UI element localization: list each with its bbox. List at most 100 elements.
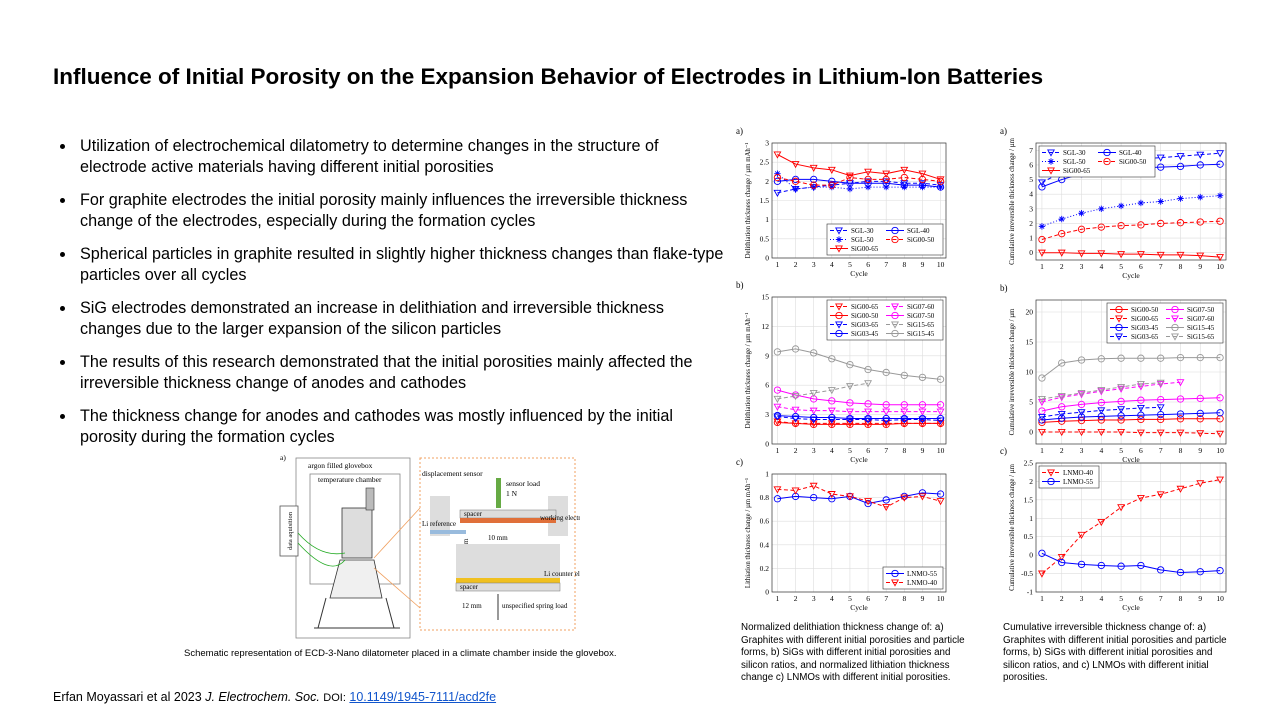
marker: [919, 183, 926, 191]
marker: [1156, 429, 1165, 437]
marker: [1097, 561, 1105, 570]
marker: [1038, 223, 1046, 230]
legend-label: SiG03-65: [851, 321, 879, 329]
marker: [828, 355, 836, 363]
marker: [882, 170, 891, 178]
schematic-caption: Schematic representation of ECD-3-Nano d…: [184, 648, 617, 659]
series-line: [1041, 418, 1221, 423]
label: 1 N: [506, 489, 518, 498]
marker: [900, 492, 908, 501]
marker: [864, 365, 872, 374]
bullet: SiG electrodes demonstrated an increase …: [76, 298, 726, 340]
marker: [900, 166, 909, 174]
working-electrode: [460, 518, 556, 523]
series-line: [777, 415, 941, 420]
marker: [1216, 160, 1224, 168]
y-axis-label: Cumulative irreversible thickness change…: [1009, 463, 1016, 591]
x-tick-label: 2: [1060, 446, 1064, 455]
legend-label: SGL-40: [907, 227, 930, 235]
marker: [845, 493, 854, 501]
panel-label: c): [1000, 446, 1007, 456]
marker: [1196, 151, 1205, 159]
marker: [918, 408, 927, 416]
series-line: [777, 178, 941, 188]
x-tick-label: 3: [1080, 446, 1084, 455]
marker: [864, 400, 872, 408]
x-tick-label: 1: [1040, 446, 1044, 455]
marker: [1196, 568, 1204, 576]
housing: [430, 496, 450, 536]
marker: [828, 420, 836, 429]
marker: [773, 348, 782, 356]
marker: [864, 414, 872, 423]
marker: [1038, 374, 1046, 382]
marker: [845, 172, 854, 180]
panel-label: b): [1000, 283, 1008, 293]
label: spacer: [460, 583, 479, 591]
series-line: [1041, 431, 1221, 435]
marker: [1176, 410, 1185, 418]
caption: Cumulative irreversible thickness change…: [1003, 622, 1227, 683]
series-line: [1041, 552, 1221, 573]
marker: [1216, 430, 1225, 438]
marker: [846, 173, 854, 182]
y-tick-label: 1: [1029, 514, 1033, 523]
series-line: [777, 389, 941, 406]
marker: [1097, 407, 1106, 415]
plot-frame: [771, 142, 947, 259]
marker: [1077, 409, 1086, 417]
x-axis-label: Cycle: [1122, 455, 1140, 464]
legend-label: SiG00-50: [907, 236, 935, 244]
y-tick-label: 0.2: [760, 564, 770, 573]
series-line: [777, 176, 941, 186]
marker: [810, 183, 817, 191]
panel-label: a): [736, 126, 743, 136]
y-tick-label: 7: [1029, 146, 1033, 155]
legend-label: SiG00-50: [851, 312, 879, 320]
marker: [901, 183, 908, 191]
legend-marker: [1047, 158, 1055, 165]
series-line: [777, 416, 941, 421]
bullet: The results of this research demonstrate…: [76, 352, 726, 394]
doi-link[interactable]: 10.1149/1945-7111/acd2fe: [349, 690, 497, 704]
marker: [1077, 391, 1086, 399]
x-tick-label: 3: [1080, 262, 1084, 271]
y-tick-label: 1.5: [1024, 495, 1034, 504]
marker: [1196, 480, 1205, 488]
marker: [1117, 221, 1125, 230]
legend-box: [1038, 145, 1156, 178]
marker: [864, 408, 873, 416]
legend-marker: [1115, 315, 1123, 323]
x-tick-label: 9: [921, 594, 925, 603]
series-line: [777, 421, 941, 425]
legend-label: SiG03-45: [851, 330, 879, 338]
label: 10 mm: [488, 534, 508, 542]
legend-marker: [891, 226, 899, 235]
x-tick-label: 5: [848, 594, 852, 603]
x-axis-label: Cycle: [850, 455, 868, 464]
marker: [864, 416, 873, 424]
marker: [773, 486, 782, 494]
x-tick-label: 1: [1040, 262, 1044, 271]
doi-label: DOI:: [323, 692, 346, 704]
marker: [864, 499, 872, 508]
marker: [1117, 397, 1125, 406]
marker: [1077, 225, 1086, 233]
marker: [918, 416, 927, 424]
marker: [791, 412, 800, 421]
x-tick-label: 3: [812, 260, 816, 269]
marker: [1057, 428, 1066, 437]
x-tick-label: 3: [812, 594, 816, 603]
marker: [1216, 566, 1224, 575]
series-line: [1041, 406, 1161, 418]
marker: [846, 420, 854, 429]
legend-label: SiG07-60: [1187, 315, 1215, 323]
marker: [845, 416, 854, 424]
marker: [1216, 476, 1225, 484]
marker: [773, 411, 782, 420]
marker: [918, 170, 927, 178]
marker: [1037, 249, 1046, 257]
legend-marker: [835, 236, 843, 243]
marker: [1037, 398, 1046, 407]
marker: [936, 176, 945, 184]
